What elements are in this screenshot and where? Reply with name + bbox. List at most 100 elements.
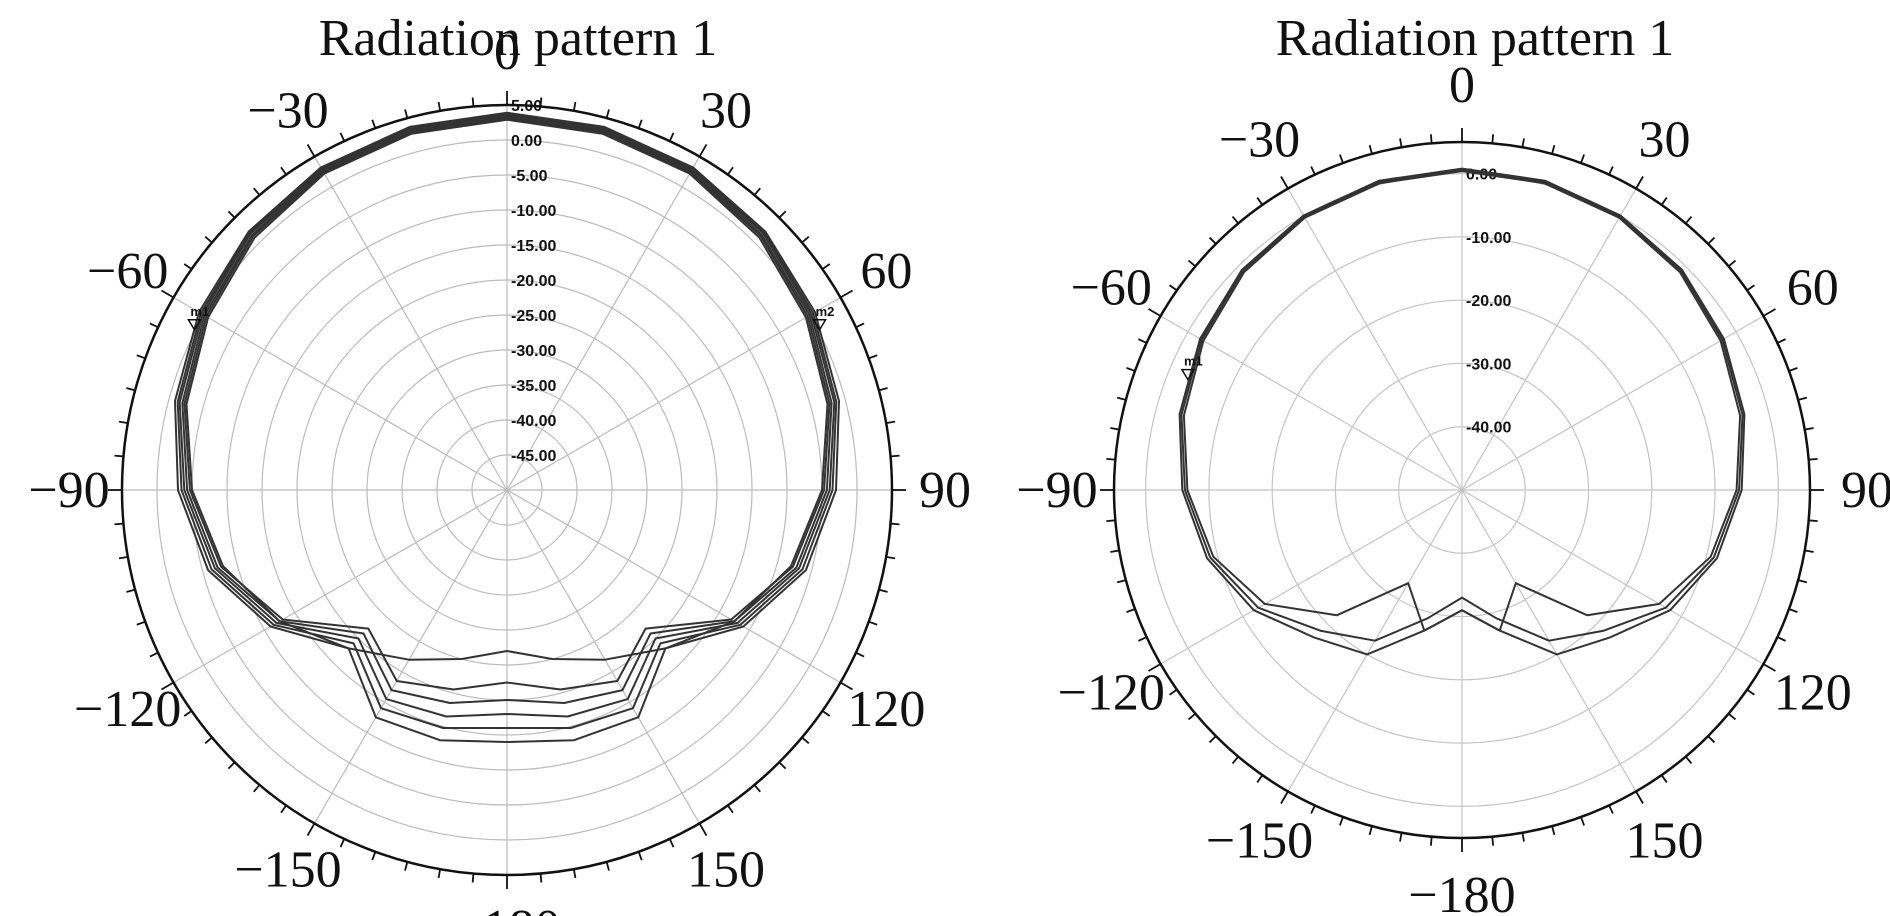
- radial-tick-label: -35.00: [511, 378, 556, 395]
- chart-title: Radiation pattern 1: [319, 10, 718, 67]
- grid-spoke: [173, 296, 508, 491]
- radial-tick-label: -10.00: [511, 203, 556, 220]
- angle-tick: [1551, 144, 1556, 155]
- angle-label: −150: [1206, 813, 1313, 870]
- angle-tick: [637, 851, 643, 861]
- angle-tick: [371, 851, 377, 861]
- angle-tick: [801, 236, 810, 244]
- angle-tick: [204, 736, 213, 744]
- angle-tick: [1728, 713, 1737, 721]
- angle-tick: [890, 522, 900, 526]
- angle-tick: [1256, 197, 1264, 206]
- angle-tick: [1762, 308, 1776, 317]
- angle-tick: [878, 588, 888, 593]
- angle-tick: [1116, 396, 1127, 401]
- angle-tick: [404, 109, 409, 119]
- angle-tick: [1280, 790, 1289, 804]
- angle-tick: [885, 555, 896, 560]
- angle-tick: [136, 354, 146, 360]
- angle-label: 60: [1787, 260, 1839, 317]
- marker-triangle: [187, 319, 202, 332]
- angle-tick: [306, 822, 316, 836]
- angle-ticks: [108, 91, 906, 889]
- angle-label: −150: [234, 841, 341, 898]
- angle-tick: [1138, 338, 1147, 344]
- angle-tick: [572, 868, 577, 879]
- angle-tick: [118, 555, 129, 560]
- angle-tick: [1804, 549, 1814, 553]
- chart-title: Radiation pattern 1: [1276, 10, 1675, 67]
- angle-tick: [778, 210, 787, 219]
- angle-tick: [183, 710, 193, 717]
- grid-spoke: [313, 489, 508, 824]
- angle-tick: [1110, 549, 1120, 553]
- polar-grid: [1112, 140, 1812, 840]
- angle-tick: [1521, 138, 1525, 148]
- radial-tick-label: -40.00: [1466, 420, 1511, 437]
- angle-tick: [1777, 636, 1786, 642]
- series-group: [174, 111, 840, 743]
- angle-tick: [801, 736, 810, 744]
- series-group: [1178, 167, 1746, 656]
- grid-spoke: [506, 156, 701, 491]
- angle-tick: [868, 620, 878, 626]
- angle-tick: [149, 651, 159, 658]
- angle-tick: [855, 651, 865, 658]
- angle-tick: [126, 387, 136, 392]
- angle-tick: [1256, 774, 1264, 783]
- angle-tick: [161, 289, 175, 299]
- grid-spoke: [1461, 188, 1637, 491]
- grid-spoke: [506, 296, 841, 491]
- angle-tick: [1580, 816, 1585, 826]
- angle-tick: [1728, 259, 1737, 267]
- angle-tick: [280, 166, 287, 176]
- angle-label: 0: [1449, 57, 1475, 114]
- angle-tick: [280, 804, 287, 814]
- marker-triangle: [1180, 368, 1196, 382]
- angle-label: 120: [1774, 665, 1852, 722]
- angle-tick: [1685, 215, 1693, 224]
- radial-tick-label: -30.00: [511, 343, 556, 360]
- angle-tick: [1797, 396, 1808, 401]
- radial-tick-label: -25.00: [511, 308, 556, 325]
- angle-tick: [1660, 197, 1668, 206]
- marker-triangle: [812, 319, 827, 332]
- angle-tick: [890, 454, 900, 458]
- angle-tick: [778, 761, 787, 770]
- radial-tick-label: 5.00: [511, 98, 542, 115]
- angle-tick: [539, 873, 543, 883]
- angle-tick: [1608, 166, 1614, 175]
- angle-tick: [1169, 688, 1178, 696]
- angle-tick: [1808, 519, 1818, 523]
- radial-tick-label: -40.00: [511, 413, 556, 430]
- angle-tick: [605, 861, 610, 871]
- markers-group: m1 m2: [187, 304, 834, 332]
- angle-tick: [1788, 608, 1798, 613]
- angle-tick: [698, 144, 708, 158]
- radial-tick-label: 0.00: [511, 133, 542, 150]
- angle-tick: [118, 420, 129, 425]
- grid-spoke: [1461, 315, 1764, 491]
- angle-tick: [1126, 608, 1136, 613]
- angle-tick: [253, 187, 261, 196]
- angle-tick: [1777, 338, 1786, 344]
- series-line: [183, 117, 831, 691]
- angle-tick: [1521, 832, 1525, 842]
- angle-tick: [1187, 259, 1196, 267]
- angle-tick: [885, 420, 896, 425]
- angle-tick: [668, 132, 675, 142]
- angle-tick: [1208, 236, 1217, 245]
- angle-tick: [1110, 427, 1120, 431]
- angle-label: −60: [87, 243, 168, 300]
- angle-tick: [114, 454, 124, 458]
- angle-tick: [114, 522, 124, 526]
- angle-tick: [1635, 790, 1644, 804]
- angle-tick: [1169, 284, 1178, 292]
- angle-label: 30: [700, 83, 752, 140]
- angle-tick: [1551, 825, 1556, 836]
- radial-tick-label: -10.00: [1466, 230, 1511, 247]
- angle-label: −120: [1058, 665, 1165, 722]
- angle-label: −30: [247, 83, 328, 140]
- angle-label: 30: [1639, 111, 1691, 168]
